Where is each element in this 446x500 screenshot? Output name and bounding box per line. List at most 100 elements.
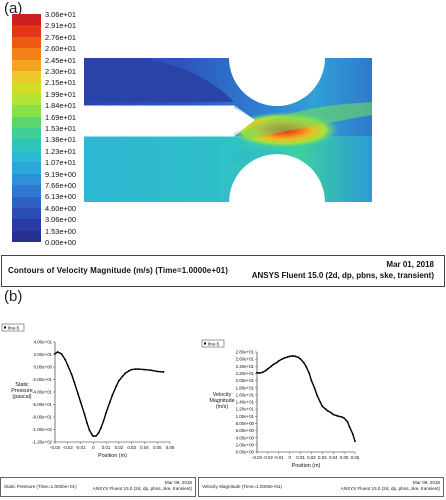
data-point: [310, 379, 313, 382]
data-point: [277, 360, 280, 362]
color-scale-swatch: [12, 219, 41, 231]
x-axis-label: Position (m): [292, 463, 321, 469]
legend-marker: [204, 342, 206, 345]
data-point: [73, 381, 76, 383]
y-axis-label: (m/s): [216, 404, 228, 410]
color-scale-swatch: [12, 59, 41, 72]
data-point: [326, 410, 329, 412]
data-point: [272, 363, 275, 366]
data-point: [286, 356, 289, 358]
x-tick-label: 0.02: [307, 455, 316, 460]
x-tick-label: 0.03: [127, 445, 136, 450]
color-scale-swatch: [12, 93, 41, 106]
data-point: [88, 429, 91, 432]
y-axis-label: Static: [15, 382, 29, 388]
y-tick-label: 1.80e+01: [236, 385, 255, 390]
y-tick-label: 2.00e+01: [34, 352, 53, 357]
data-point: [283, 357, 286, 359]
data-point: [335, 414, 338, 417]
data-point: [102, 419, 105, 422]
y-tick-label: 6.00e+00: [236, 428, 255, 433]
color-scale-tick-label: 4.60e+00: [45, 203, 77, 213]
data-point: [313, 387, 316, 390]
y-tick-label: -2.00e+01: [32, 377, 52, 382]
color-scale-swatch: [12, 105, 41, 117]
x-tick-label: 0.04: [329, 455, 338, 460]
data-point: [149, 369, 152, 372]
data-point: [111, 394, 114, 396]
y-axis-label: Velocity: [213, 392, 232, 398]
contour-caption-date: Mar 01, 2018: [386, 260, 434, 269]
x-tick-label: 0.03: [318, 455, 327, 460]
contour-caption-box: Contours of Velocity Magnitude (m/s) (Ti…: [1, 255, 445, 287]
color-scale-swatch: [12, 25, 41, 37]
contour-caption-version: ANSYS Fluent 15.0 (2d, dp, pbns, ske, tr…: [251, 271, 434, 280]
color-scale-tick-label: 1.69e+01: [45, 112, 77, 122]
data-point: [321, 405, 324, 408]
x-tick-label: -0.01: [274, 455, 285, 460]
color-scale-swatch: [12, 48, 41, 60]
y-tick-label: -1.00e+02: [32, 427, 52, 432]
pressure-footer-title: Static Pressure (Time=1.0000e+01): [4, 484, 77, 489]
color-scale-swatch: [12, 207, 41, 220]
color-scale-tick-label: 6.13e+00: [45, 192, 77, 202]
color-scale-tick-label: 3.06e+01: [45, 10, 77, 19]
data-point: [134, 368, 137, 370]
x-tick-label: 0.02: [115, 445, 124, 450]
x-axis-label: Position (m): [98, 453, 127, 459]
data-point: [105, 411, 107, 414]
data-point: [341, 416, 343, 418]
data-point: [348, 426, 351, 428]
x-tick-label: 0.05: [340, 455, 349, 460]
y-tick-label: 1.00e+01: [236, 414, 255, 419]
color-scale-tick-label: 2.30e+01: [45, 67, 77, 76]
data-point: [354, 440, 356, 443]
data-point: [343, 417, 345, 419]
x-tick-label: -0.03: [252, 455, 263, 460]
y-tick-label: 2.40e+01: [236, 364, 255, 369]
color-scale-tick-label: 0.00e+00: [45, 238, 77, 247]
data-point: [128, 369, 131, 372]
color-scale-swatch: [12, 82, 41, 94]
color-scale-tick-label: 3.06e+00: [45, 215, 77, 225]
color-scale-tick-label: 1.07e+01: [45, 158, 77, 168]
color-scale-swatch: [12, 162, 41, 174]
color-scale-swatch: [12, 230, 41, 243]
data-point: [77, 392, 79, 395]
color-scale-swatch: [12, 196, 41, 208]
y-tick-label: 2.80e+01: [236, 350, 255, 355]
data-point: [261, 371, 264, 374]
data-point: [288, 355, 291, 358]
data-point: [351, 433, 354, 435]
legend-box: [201, 339, 225, 348]
color-scale-tick-label: 2.15e+01: [45, 78, 77, 88]
color-scale-swatch: [12, 36, 41, 49]
y-axis-label: Pressure: [11, 388, 33, 394]
data-point: [95, 435, 97, 437]
data-point: [302, 361, 305, 364]
color-scale-tick-label: 2.91e+01: [45, 21, 77, 31]
data-point: [294, 355, 296, 358]
y-axis-label: (pascal): [12, 394, 31, 400]
x-tick-label: 0.05: [153, 445, 162, 450]
data-point: [64, 358, 67, 361]
y-tick-label: 1.60e+01: [236, 392, 255, 397]
y-axis-label: Magnitude: [209, 398, 234, 404]
data-point: [337, 415, 340, 418]
x-tick-label: 0: [92, 445, 95, 450]
contour-caption-title: Contours of Velocity Magnitude (m/s) (Ti…: [8, 266, 228, 275]
data-point: [264, 369, 267, 372]
data-point: [308, 372, 311, 375]
data-point: [319, 401, 322, 403]
data-point: [70, 373, 73, 376]
color-scale-tick-label: 1.23e+01: [45, 146, 77, 156]
y-tick-label: 8.00e+00: [236, 421, 255, 426]
data-point: [100, 427, 102, 429]
velocity-contour-plot: [84, 58, 372, 202]
data-point: [305, 365, 307, 368]
data-point: [258, 372, 261, 374]
data-point: [143, 368, 146, 371]
data-point: [137, 368, 140, 370]
velocity-footer: Velocity Magnitude (Time=1.0000e+01) Mar…: [198, 477, 444, 497]
panel-b-label: (b): [4, 288, 23, 305]
